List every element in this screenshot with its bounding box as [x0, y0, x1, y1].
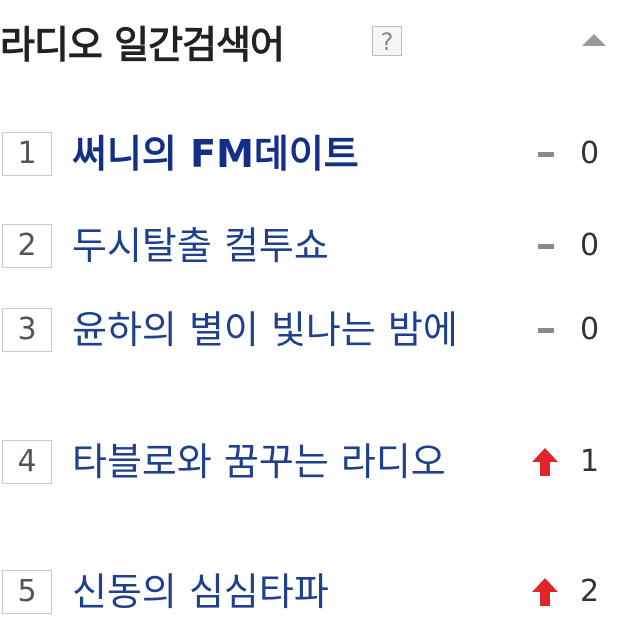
- rank-number: 2: [2, 224, 52, 268]
- rank-change: 0: [528, 222, 640, 270]
- rank-change-count: 0: [580, 312, 600, 347]
- rank-change-count: 2: [580, 574, 600, 609]
- rank-change: 0: [528, 130, 640, 178]
- rank-number: 5: [2, 570, 52, 614]
- ranking-item[interactable]: 3 윤하의 별이 빛나는 밤에 0: [0, 304, 640, 414]
- rank-change: 1: [528, 438, 640, 486]
- no-change-dash-icon: [538, 244, 554, 249]
- program-name-link[interactable]: 써니의 FM데이트: [72, 132, 359, 176]
- ranking-item[interactable]: 5 신동의 심심타파 2: [0, 566, 640, 622]
- program-name-link[interactable]: 윤하의 별이 빛나는 밤에: [72, 308, 458, 352]
- triangle-up-icon[interactable]: [582, 34, 606, 46]
- program-name-link[interactable]: 신동의 심심타파: [72, 570, 329, 614]
- ranking-item[interactable]: 4 타블로와 꿈꾸는 라디오 1: [0, 436, 640, 546]
- rank-number: 3: [2, 308, 52, 352]
- rank-up-arrow-icon: [532, 578, 558, 606]
- rank-change-count: 0: [580, 228, 600, 263]
- rank-up-arrow-icon: [532, 448, 558, 476]
- widget-title: 라디오 일간검색어: [0, 23, 285, 67]
- ranking-item[interactable]: 2 두시탈출 컬투쇼 0: [0, 220, 640, 276]
- help-icon[interactable]: ?: [372, 26, 402, 56]
- rank-change-count: 0: [580, 136, 600, 171]
- rank-number: 4: [2, 440, 52, 484]
- no-change-dash-icon: [538, 152, 554, 157]
- program-name-link[interactable]: 두시탈출 컬투쇼: [72, 224, 329, 268]
- rank-change: 0: [528, 306, 640, 354]
- ranking-item[interactable]: 1 써니의 FM데이트 0: [0, 128, 640, 184]
- rank-number: 1: [2, 132, 52, 176]
- rank-change: 2: [528, 568, 640, 616]
- no-change-dash-icon: [538, 328, 554, 333]
- rank-change-count: 1: [580, 444, 600, 479]
- program-name-link[interactable]: 타블로와 꿈꾸는 라디오: [72, 440, 446, 484]
